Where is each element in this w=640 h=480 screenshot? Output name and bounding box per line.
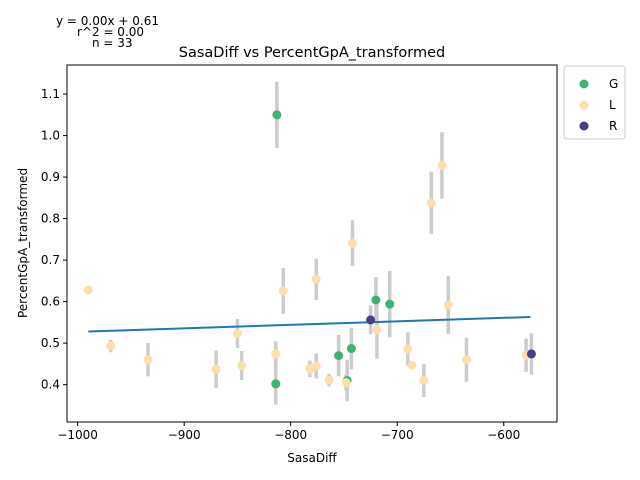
n-count-annotation: n = 33: [92, 36, 133, 50]
data-point-L: [324, 375, 334, 385]
data-point-R: [366, 315, 376, 325]
data-point-L: [271, 349, 281, 359]
plot-area: [83, 81, 536, 405]
x-tick-label: −700: [381, 428, 414, 442]
legend-marker-G: [579, 79, 589, 89]
data-point-L: [443, 300, 453, 310]
y-tick-label: 1.1: [41, 87, 60, 101]
fit-equation-annotation: y = 0.00x + 0.61: [56, 14, 159, 28]
y-tick-label: 0.5: [41, 336, 60, 350]
fit-line-group: [88, 315, 531, 333]
x-tick-label: −1000: [57, 428, 98, 442]
legend-box: [563, 65, 626, 140]
data-point-L: [143, 355, 153, 365]
y-tick-label: 0.9: [41, 170, 60, 184]
data-point-G: [346, 344, 356, 354]
data-point-L: [419, 375, 429, 385]
data-point-R: [526, 349, 536, 359]
legend: GLR: [563, 65, 626, 140]
data-point-L: [461, 355, 471, 365]
data-point-L: [372, 325, 382, 335]
data-point-G: [371, 295, 381, 305]
legend-label-G: G: [609, 77, 618, 91]
y-tick-label: 1.0: [41, 129, 60, 143]
y-tick-label: 0.4: [41, 378, 60, 392]
data-point-L: [278, 286, 288, 296]
data-point-G: [272, 110, 282, 120]
data-points: [83, 110, 536, 389]
data-point-L: [426, 198, 436, 208]
y-tick-label: 0.8: [41, 212, 60, 226]
y-axis-ticks: 0.4 0.5 0.6 0.7 0.8 0.9 1.0 1.1: [41, 87, 67, 392]
r-squared-annotation: r^2 = 0.00: [77, 25, 144, 39]
y-axis-label: PercentGpA_transformed: [16, 168, 30, 318]
data-point-G: [385, 299, 395, 309]
data-point-L: [237, 361, 247, 371]
y-tick-label: 0.7: [41, 253, 60, 267]
data-point-L: [341, 378, 351, 388]
data-point-L: [437, 160, 447, 170]
y-tick-label: 0.6: [41, 295, 60, 309]
data-point-L: [232, 329, 242, 339]
data-point-G: [334, 351, 344, 361]
fit-line: [88, 315, 531, 333]
data-point-G: [271, 379, 281, 389]
x-tick-label: −900: [168, 428, 201, 442]
x-tick-label: −600: [487, 428, 520, 442]
data-point-L: [211, 364, 221, 374]
data-point-L: [106, 341, 116, 351]
data-point-L: [347, 238, 357, 248]
legend-marker-R: [579, 121, 589, 131]
data-point-L: [407, 360, 417, 370]
legend-marker-L: [579, 100, 589, 110]
data-point-L: [403, 344, 413, 354]
data-point-L: [83, 285, 93, 295]
x-axis-ticks: −1000 −900 −800 −700 −600: [57, 422, 520, 442]
legend-label-L: L: [609, 98, 616, 112]
chart-title: SasaDiff vs PercentGpA_transformed: [179, 45, 445, 61]
data-point-L: [311, 274, 321, 284]
x-axis-label: SasaDiff: [287, 451, 337, 465]
data-point-L: [311, 361, 321, 371]
legend-label-R: R: [609, 119, 617, 133]
plot-frame: [66, 64, 558, 423]
x-tick-label: −800: [274, 428, 307, 442]
